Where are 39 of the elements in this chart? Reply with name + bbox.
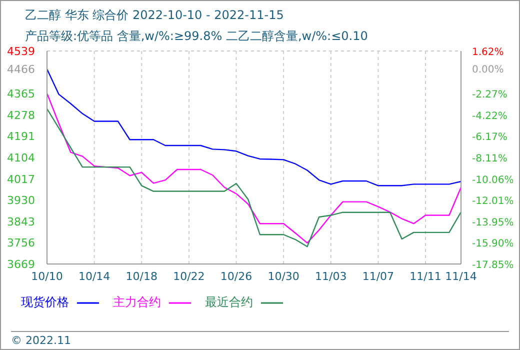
y-tick-label: 3669	[7, 258, 35, 271]
legend-label: 主力合约	[113, 294, 161, 311]
y2-tick-label: -13.95%	[472, 217, 514, 228]
chart-title: 乙二醇 华东 综合价 2022-10-10 - 2022-11-15	[25, 7, 284, 24]
y2-tick-label: -12.01%	[472, 196, 514, 208]
y2-tick-label: 0.00%	[472, 64, 504, 76]
y-tick-label: 4104	[7, 152, 35, 164]
y2-tick-label: 1.62%	[472, 47, 504, 58]
text: © 2022.11	[11, 334, 71, 347]
x-tick-label: 11/14	[445, 270, 477, 283]
x-tick-label: 10/22	[173, 270, 205, 283]
x-tick-label: 11/07	[362, 270, 394, 283]
y2-tick-label: -10.06%	[472, 174, 514, 186]
y-tick-label: 3930	[7, 194, 35, 208]
x-tick-label: 10/10	[31, 270, 63, 283]
y-tick-label: 3843	[7, 215, 35, 228]
y-tick-label: 4539	[7, 45, 35, 58]
x-tick-label: 10/30	[268, 270, 300, 283]
chart-subtitle: 产品等级:优等品 含量,w/%:≥99.8% 二乙二醇含量,w/%:≤0.10	[25, 28, 368, 45]
y2-tick-label: -2.27%	[472, 90, 508, 101]
x-tick-label: 11/11	[410, 270, 442, 283]
x-tick-label: 10/14	[78, 270, 110, 283]
y-tick-label: 4278	[7, 108, 35, 122]
x-tick-label: 10/26	[220, 270, 252, 283]
y2-tick-label: -8.11%	[472, 153, 508, 164]
y2-tick-label: -15.90%	[472, 238, 514, 250]
legend-label: 最近合约	[205, 294, 253, 311]
y-tick-label: 4017	[7, 172, 35, 186]
y2-tick-label: -17.85%	[472, 260, 514, 271]
y2-tick-label: -6.17%	[472, 132, 508, 144]
x-tick-label: 11/03	[315, 270, 347, 283]
y-tick-label: 4466	[7, 62, 35, 76]
x-tick-label: 10/18	[126, 270, 158, 283]
line-series	[47, 68, 461, 186]
legend-label: 现货价格	[21, 294, 69, 311]
y2-tick-label: -4.22%	[472, 110, 508, 122]
y-tick-label: 4191	[7, 130, 35, 144]
y-tick-label: 4365	[7, 88, 35, 101]
y-tick-label: 3756	[7, 236, 35, 250]
